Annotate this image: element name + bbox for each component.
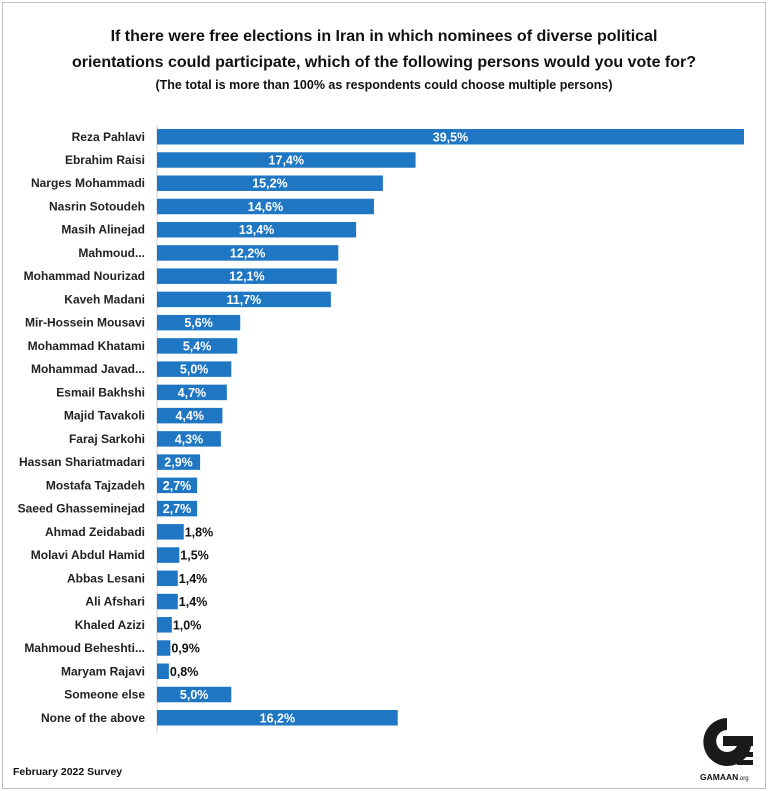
category-label: Narges Mohammadi [31, 176, 145, 190]
bar [157, 291, 331, 308]
category-label: Someone else [64, 688, 145, 702]
data-label: 1,4% [179, 572, 208, 586]
category-label: Mir-Hossein Mousavi [25, 316, 145, 330]
data-label: 5,0% [180, 688, 209, 702]
category-label: Faraj Sarkohi [69, 432, 145, 446]
data-label: 11,7% [227, 293, 262, 307]
bar [157, 570, 178, 587]
bar [157, 314, 241, 331]
bar [157, 640, 171, 656]
bar [157, 686, 232, 703]
bar [157, 547, 180, 563]
title-line-1: If there were free elections in Iran in … [110, 28, 658, 45]
category-label: Ali Afshari [85, 595, 145, 609]
logo-name: GAMAAN [700, 772, 739, 782]
bar [157, 268, 337, 284]
bar [157, 500, 198, 517]
bar [157, 454, 201, 470]
data-label: 17,4% [269, 153, 304, 167]
bar [157, 361, 232, 377]
bar [157, 384, 227, 401]
bar [157, 407, 223, 424]
data-label: 15,2% [252, 177, 287, 191]
data-label: 1,5% [180, 549, 209, 563]
data-label: 1,4% [179, 595, 208, 609]
logo-text: GAMAAN.org [700, 772, 749, 782]
data-label: 14,6% [248, 200, 283, 214]
category-label: Abbas Lesani [67, 571, 145, 585]
logo-suffix: .org [738, 776, 749, 782]
data-label: 5,6% [184, 316, 213, 330]
data-label: 5,0% [180, 363, 209, 377]
category-label: Majid Tavakoli [64, 409, 145, 423]
bar [157, 431, 221, 447]
bar [157, 129, 744, 145]
category-label: Khaled Azizi [75, 618, 145, 632]
survey-date: February 2022 Survey [13, 766, 123, 778]
data-label: 2,7% [163, 502, 192, 516]
category-label: Mahmoud Beheshti... [24, 641, 145, 655]
data-label: 12,2% [230, 246, 265, 260]
category-label: Saeed Ghasseminejad [18, 502, 145, 516]
bar [157, 338, 238, 354]
chart-subtitle: (The total is more than 100% as responde… [155, 78, 613, 92]
category-label: Kaveh Madani [64, 292, 145, 306]
category-label: None of the above [41, 711, 145, 725]
bar [157, 175, 383, 191]
category-label: Mahmoud... [78, 246, 145, 260]
data-label: 4,4% [175, 409, 204, 423]
data-label: 0,8% [170, 665, 199, 679]
bar [157, 524, 184, 540]
data-label: 0,9% [171, 642, 200, 656]
bar [157, 593, 178, 610]
category-label: Ebrahim Raisi [65, 153, 145, 167]
data-label: 1,8% [185, 525, 214, 539]
data-label: 5,4% [183, 339, 212, 353]
data-label: 4,3% [175, 432, 204, 446]
chart-title: If there were free elections in Iran in … [0, 24, 768, 76]
data-label: 4,7% [178, 386, 207, 400]
category-label: Hassan Shariatmadari [19, 455, 145, 469]
data-label: 39,5% [433, 130, 468, 144]
data-label: 1,0% [173, 618, 202, 632]
data-label: 16,2% [260, 711, 295, 725]
category-label: Ahmad Zeidabadi [45, 525, 145, 539]
category-label: Mohammad Javad... [31, 362, 145, 376]
category-label: Mostafa Tajzadeh [46, 478, 145, 492]
data-label: 2,7% [163, 479, 192, 493]
data-label: 12,1% [229, 270, 264, 284]
category-label: Masih Alinejad [61, 223, 145, 237]
bar [157, 221, 357, 238]
title-line-2: orientations could participate, which of… [71, 54, 697, 71]
category-label: Maryam Rajavi [61, 664, 145, 678]
data-label: 2,9% [164, 456, 193, 470]
category-label: Molavi Abdul Hamid [31, 548, 145, 562]
bar [157, 245, 339, 261]
bar [157, 663, 169, 680]
gamaan-logo-icon [703, 718, 753, 766]
category-label: Mohammad Khatami [28, 339, 145, 353]
bar [157, 152, 416, 168]
bar [157, 198, 374, 215]
bar [157, 617, 172, 633]
category-label: Esmail Bakhshi [56, 385, 145, 399]
data-label: 13,4% [239, 223, 274, 237]
category-label: Nasrin Sotoudeh [49, 199, 145, 213]
category-label: Reza Pahlavi [72, 130, 145, 144]
category-label: Mohammad Nourizad [24, 269, 145, 283]
bar [157, 477, 198, 494]
bar [157, 710, 398, 726]
